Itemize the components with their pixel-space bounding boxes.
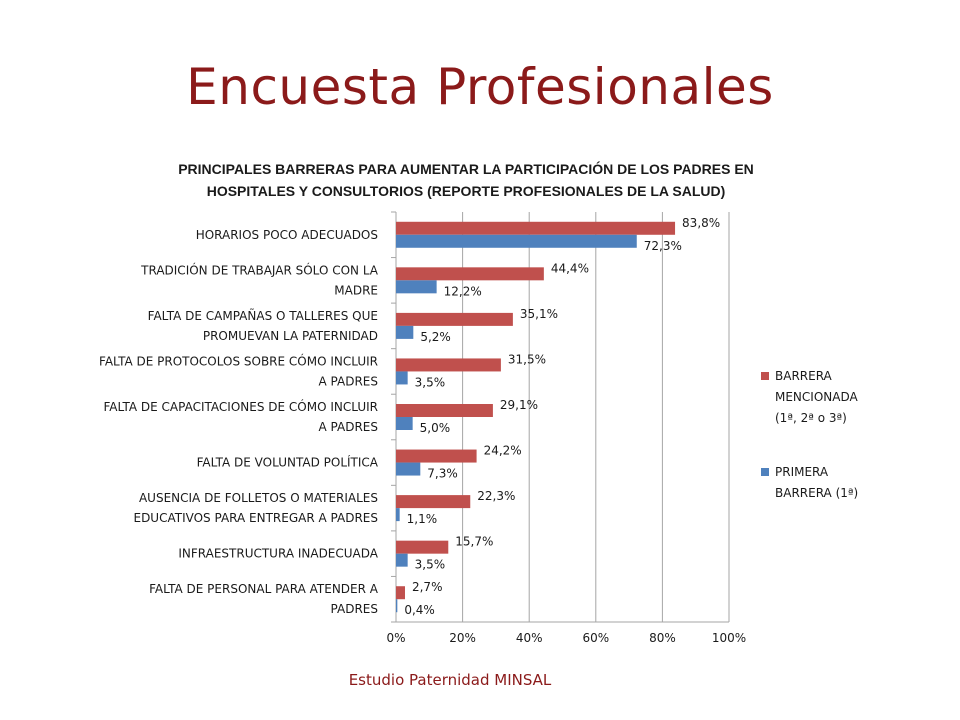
category-label: MADRE [334,283,378,297]
data-label: 83,8% [682,216,720,230]
bar-barrera-mencionada [396,221,676,235]
category-label: A PADRES [319,374,378,388]
category-label: FALTA DE VOLUNTAD POLÍTICA [197,455,379,470]
data-label: 5,2% [420,330,451,344]
data-label: 22,3% [477,489,515,503]
x-tick-label: 60% [582,631,609,645]
bar-barrera-mencionada [396,312,513,326]
data-label: 72,3% [644,239,682,253]
data-label: 3,5% [415,375,446,389]
chart-title-line: PRINCIPALES BARRERAS PARA AUMENTAR LA PA… [178,160,754,177]
footer-source: Estudio Paternidad MINSAL [348,671,552,689]
chart-title-line: HOSPITALES Y CONSULTORIOS (REPORTE PROFE… [207,183,726,199]
bar-barrera-mencionada [396,586,405,600]
bar-barrera-mencionada [396,495,471,509]
data-label: 44,4% [551,261,589,275]
bar-barrera-mencionada [396,358,501,372]
category-label: FALTA DE PERSONAL PARA ATENDER A [149,582,379,596]
bar-primera-barrera [396,462,421,476]
data-label: 2,7% [412,580,443,594]
bar-primera-barrera [396,553,408,567]
category-label: AUSENCIA DE FOLLETOS O MATERIALES [139,491,378,505]
legend-label: (1ª, 2ª o 3ª) [775,411,847,425]
category-label: A PADRES [319,420,378,434]
bar-barrera-mencionada [396,404,493,417]
category-label: HORARIOS POCO ADECUADOS [196,228,378,242]
data-label: 24,2% [484,444,522,458]
bar-primera-barrera [396,325,414,339]
category-label: EDUCATIVOS PARA ENTREGAR A PADRES [133,511,378,525]
category-label: FALTA DE CAMPAÑAS O TALLERES QUE [148,308,378,323]
data-label: 7,3% [427,467,458,481]
legend-label: PRIMERA [775,465,829,479]
data-label: 0,4% [404,603,435,617]
data-label: 3,5% [415,558,446,572]
data-label: 12,2% [444,284,482,298]
x-tick-label: 80% [649,631,676,645]
category-label: PROMUEVAN LA PATERNIDAD [203,329,378,343]
x-tick-label: 0% [386,631,405,645]
legend-label: BARRERA [775,369,833,383]
category-label: TRADICIÓN DE TRABAJAR SÓLO CON LA [140,262,379,277]
category-label: INFRAESTRUCTURA INADECUADA [178,547,378,561]
data-label: 35,1% [520,307,558,321]
data-label: 29,1% [500,398,538,412]
bar-barrera-mencionada [396,267,544,281]
bar-barrera-mencionada [396,540,449,554]
bar-primera-barrera [396,280,437,294]
slide-title: Encuesta Profesionales [186,58,774,116]
bar-primera-barrera [396,371,408,385]
bar-primera-barrera [396,417,413,430]
x-tick-label: 20% [449,631,476,645]
legend-swatch [761,372,769,380]
x-tick-label: 40% [516,631,543,645]
bar-primera-barrera [396,599,398,613]
legend-label: BARRERA (1ª) [775,486,858,500]
category-label: FALTA DE PROTOCOLOS SOBRE CÓMO INCLUIR [99,353,378,368]
bar-primera-barrera [396,508,400,522]
legend-swatch [761,468,769,476]
x-tick-label: 100% [712,631,746,645]
legend-label: MENCIONADA [775,390,858,404]
bar-primera-barrera [396,234,637,248]
data-label: 5,0% [420,421,451,435]
category-label: FALTA DE CAPACITACIONES DE CÓMO INCLUIR [103,399,378,414]
data-label: 1,1% [407,512,438,526]
data-label: 31,5% [508,352,546,366]
bar-barrera-mencionada [396,449,477,463]
data-label: 15,7% [455,535,493,549]
category-label: PADRES [331,602,378,616]
